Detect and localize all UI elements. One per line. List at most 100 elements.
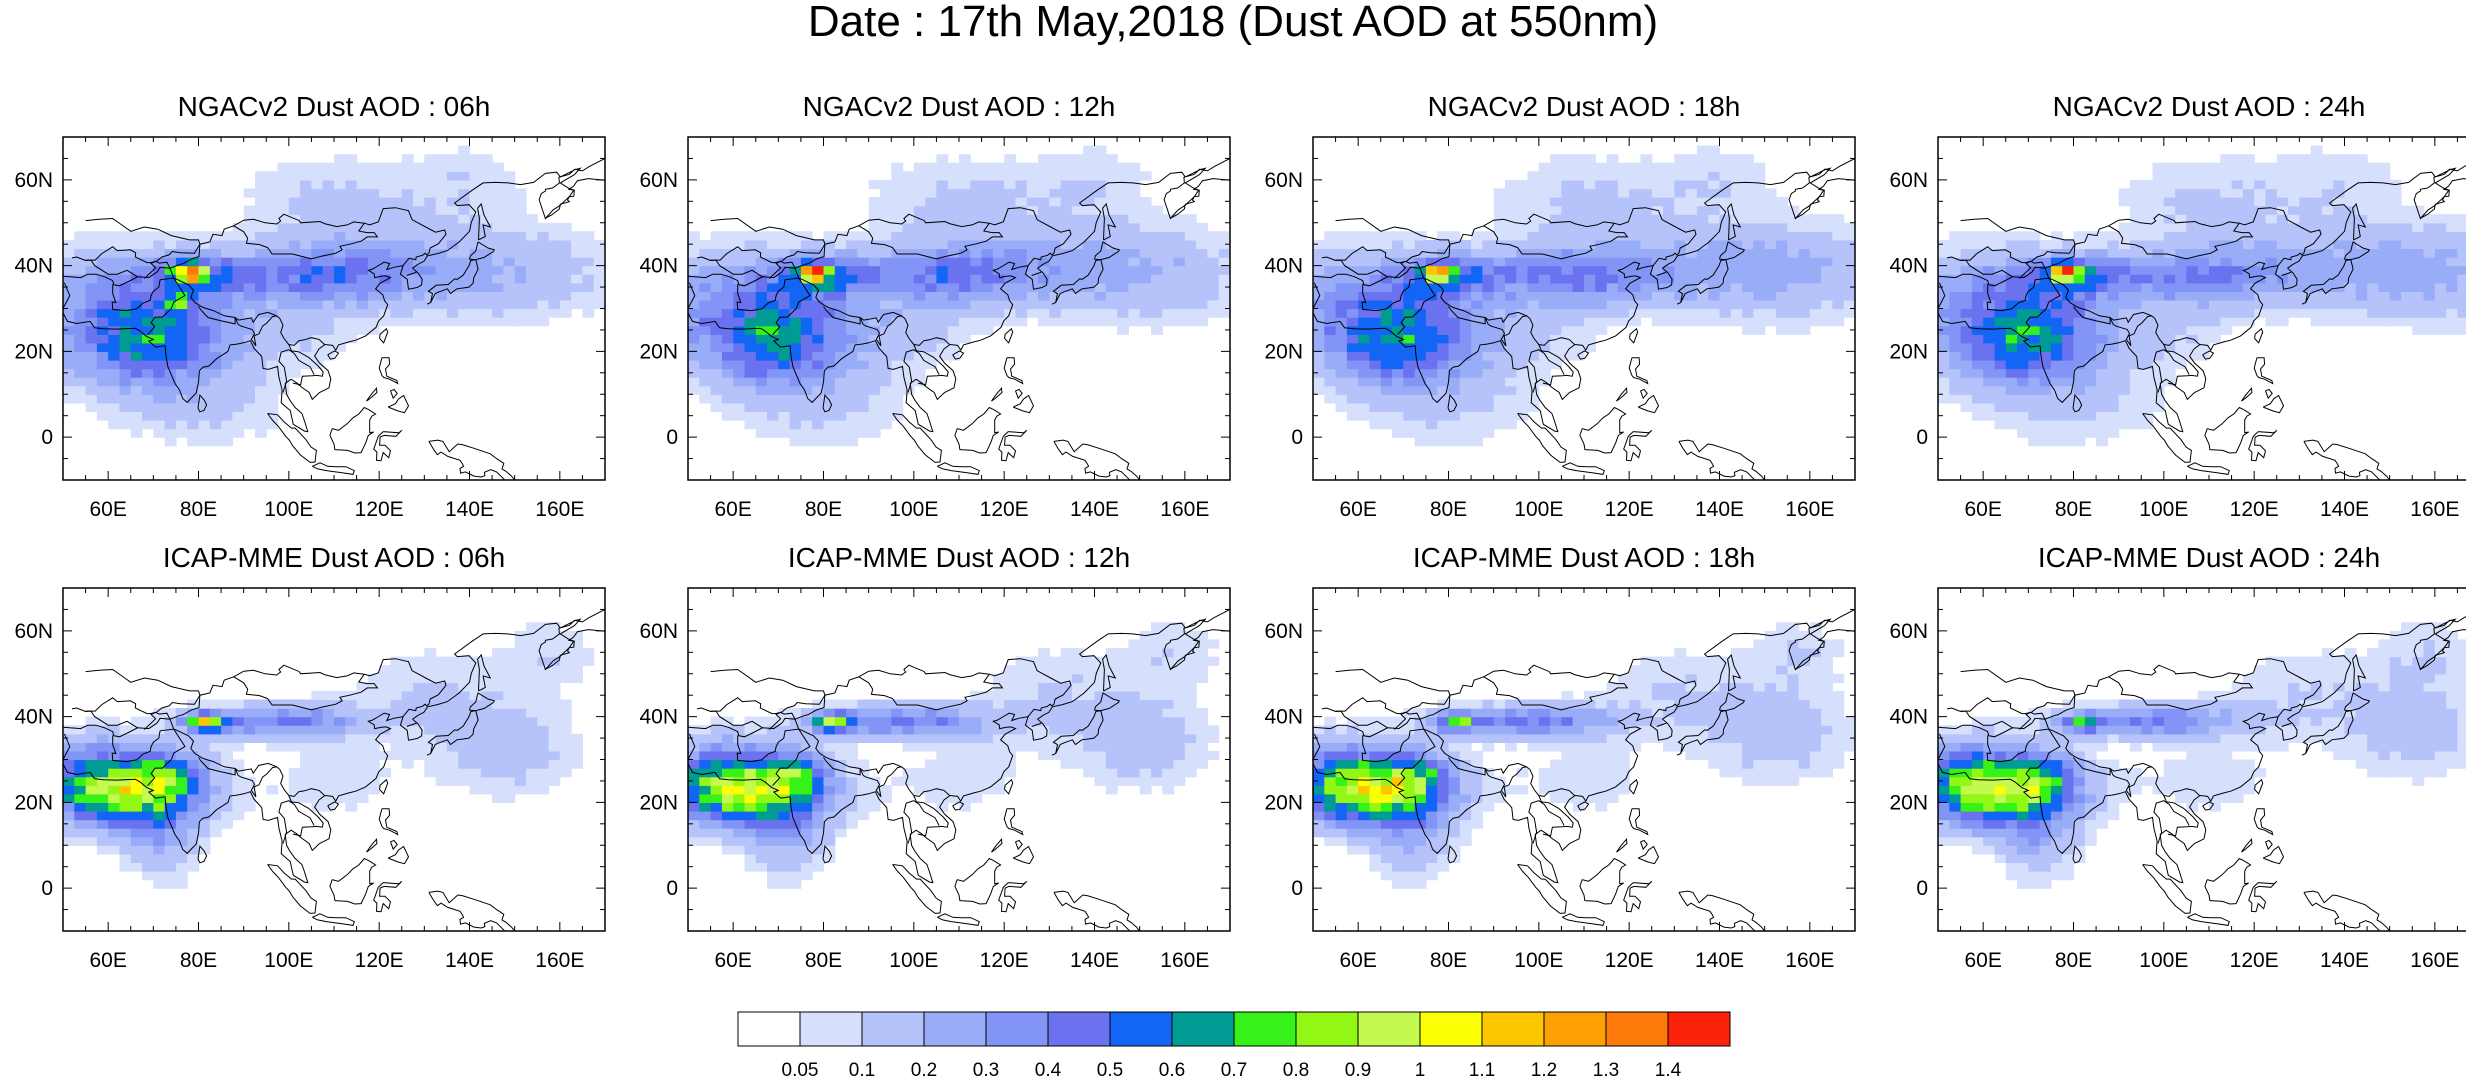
- aod-cell: [2051, 326, 2063, 335]
- aod-cell: [255, 725, 267, 734]
- aod-cell: [1663, 223, 1675, 232]
- aod-cell: [1140, 291, 1152, 300]
- aod-cell: [199, 794, 211, 803]
- aod-cell: [2220, 180, 2232, 189]
- aod-cell: [925, 180, 937, 189]
- aod-cell: [2311, 274, 2323, 283]
- aod-cell: [571, 300, 583, 309]
- aod-cell: [2017, 411, 2029, 420]
- aod-cell: [1799, 223, 1811, 232]
- aod-cell: [232, 300, 244, 309]
- aod-cell: [1140, 274, 1152, 283]
- aod-cell: [2401, 206, 2413, 215]
- aod-cell: [97, 343, 109, 352]
- aod-cell: [2299, 197, 2311, 206]
- aod-cell: [2062, 266, 2074, 275]
- aod-cell: [1460, 266, 1472, 275]
- aod-cell: [74, 343, 86, 352]
- aod-cell: [1742, 266, 1754, 275]
- aod-cell: [1471, 326, 1483, 335]
- aod-cell: [424, 180, 436, 189]
- aod-cell: [1663, 231, 1675, 240]
- aod-cell: [1539, 360, 1551, 369]
- aod-cell: [1117, 291, 1129, 300]
- aod-cell: [1821, 231, 1833, 240]
- aod-cell: [1742, 214, 1754, 223]
- aod-cell: [2175, 266, 2187, 275]
- aod-cell: [379, 691, 391, 700]
- aod-cell: [891, 343, 903, 352]
- aod-cell: [1460, 291, 1472, 300]
- aod-cell: [2175, 206, 2187, 215]
- aod-cell: [1482, 394, 1494, 403]
- aod-cell: [63, 394, 75, 403]
- aod-cell: [86, 394, 98, 403]
- aod-cell: [891, 377, 903, 386]
- aod-cell: [1573, 180, 1585, 189]
- aod-cell: [1174, 317, 1186, 326]
- aod-cell: [1106, 171, 1118, 180]
- aod-cell: [108, 326, 120, 335]
- aod-cell: [2062, 326, 2074, 335]
- aod-cell: [266, 742, 278, 751]
- aod-cell: [142, 377, 154, 386]
- aod-cell: [1392, 240, 1404, 249]
- aod-cell: [2356, 317, 2368, 326]
- aod-cell: [1708, 206, 1720, 215]
- aod-cell: [221, 377, 233, 386]
- aod-cell: [2198, 274, 2210, 283]
- aod-cell: [2299, 274, 2311, 283]
- aod-cell: [1207, 300, 1219, 309]
- aod-cell: [1128, 291, 1140, 300]
- aod-cell: [368, 300, 380, 309]
- aod-cell: [2107, 291, 2119, 300]
- aod-cell: [165, 742, 177, 751]
- aod-cell: [1358, 403, 1370, 412]
- aod-cell: [1607, 154, 1619, 163]
- aod-cell: [1471, 394, 1483, 403]
- aod-cell: [1207, 266, 1219, 275]
- aod-cell: [266, 206, 278, 215]
- aod-cell: [2435, 326, 2447, 335]
- aod-cell: [1324, 369, 1336, 378]
- aod-cell: [266, 274, 278, 283]
- aod-cell: [2266, 206, 2278, 215]
- aod-cell: [1049, 214, 1061, 223]
- aod-cell: [266, 708, 278, 717]
- aod-cell: [1128, 223, 1140, 232]
- aod-cell: [413, 317, 425, 326]
- aod-cell: [199, 725, 211, 734]
- aod-cell: [2096, 411, 2108, 420]
- aod-cell: [2446, 231, 2458, 240]
- aod-cell: [2266, 309, 2278, 318]
- aod-cell: [1505, 360, 1517, 369]
- aod-cell: [688, 386, 700, 395]
- aod-cell: [2040, 420, 2052, 429]
- aod-cell: [221, 291, 233, 300]
- aod-cell: [402, 700, 414, 709]
- aod-cell: [492, 283, 504, 292]
- aod-cell: [1731, 317, 1743, 326]
- dust-aod-field: [63, 146, 606, 447]
- aod-cell: [869, 420, 881, 429]
- aod-cell: [492, 214, 504, 223]
- aod-cell: [1765, 231, 1777, 240]
- aod-cell: [722, 394, 734, 403]
- aod-cell: [503, 197, 515, 206]
- aod-cell: [1392, 369, 1404, 378]
- aod-cell: [2401, 274, 2413, 283]
- aod-cell: [503, 249, 515, 258]
- aod-cell: [1652, 317, 1664, 326]
- aod-cell: [244, 231, 256, 240]
- aod-cell: [1674, 206, 1686, 215]
- aod-cell: [1686, 266, 1698, 275]
- aod-cell: [244, 420, 256, 429]
- aod-cell: [424, 274, 436, 283]
- aod-cell: [778, 403, 790, 412]
- aod-cell: [1437, 437, 1449, 446]
- aod-cell: [537, 274, 549, 283]
- aod-cell: [153, 300, 165, 309]
- aod-cell: [711, 266, 723, 275]
- aod-cell: [1573, 171, 1585, 180]
